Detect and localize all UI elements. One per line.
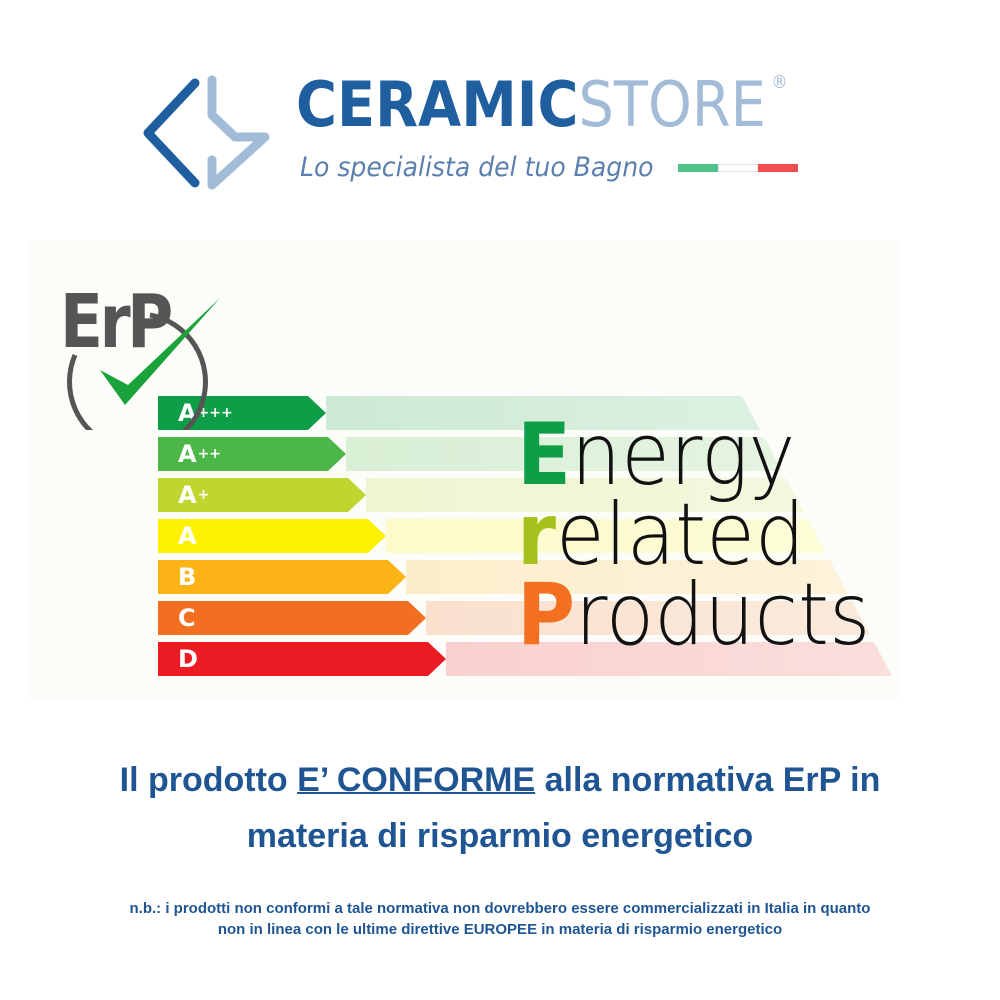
title-initial-r: r xyxy=(517,485,557,585)
energy-bar-fade xyxy=(426,601,870,635)
energy-bar-fade xyxy=(406,560,848,594)
headline-emphasis: E’ CONFORME xyxy=(297,761,536,799)
ceramicstore-logo-icon xyxy=(143,75,270,190)
flag-red xyxy=(758,164,798,172)
energy-class-label: A xyxy=(178,522,197,550)
headline-text: Il prodotto xyxy=(119,761,298,799)
flag-white xyxy=(718,164,758,172)
brand-name: CERAMICSTORE ® xyxy=(296,74,788,136)
energy-class-plus: + xyxy=(197,487,210,503)
title-related: related xyxy=(517,492,870,578)
energy-class-label: C xyxy=(178,604,196,632)
headline-text: alla normativa ErP in xyxy=(535,761,881,799)
energy-bar-fade xyxy=(326,396,760,430)
energy-class-label: B xyxy=(178,563,197,591)
energy-class-bar: A ++ xyxy=(158,437,346,471)
brand-ceramic: CERAMIC xyxy=(296,68,579,141)
energy-class-label: A xyxy=(178,481,197,509)
energy-bar-fade xyxy=(366,478,804,512)
energy-class-bar: D xyxy=(158,642,446,676)
brand-tagline: Lo specialista del tuo Bagno xyxy=(300,152,654,183)
energy-class-label: A xyxy=(178,440,197,468)
footnote-emphasis: EUROPEE xyxy=(463,921,538,938)
erp-logo-text: ErP xyxy=(60,279,173,365)
energy-class-bar: B xyxy=(158,560,406,594)
footnote-text: in materia di risparmio energetico xyxy=(537,921,783,938)
footnote-line1: n.b.: i prodotti non conformi a tale nor… xyxy=(129,900,871,917)
flag-green xyxy=(678,164,718,172)
energy-bar-fade xyxy=(346,437,782,471)
erp-title: Energy related Products xyxy=(517,412,901,658)
energy-class-plus: +++ xyxy=(197,405,233,421)
erp-check-icon xyxy=(66,298,220,430)
energy-class-label: D xyxy=(178,645,198,673)
title-initial-e: E xyxy=(517,405,572,505)
title-energy: Energy xyxy=(517,412,870,498)
energy-bar-fade xyxy=(386,519,826,553)
energy-class-plus: ++ xyxy=(197,446,222,462)
title-rest: roducts xyxy=(574,565,871,665)
footnote: n.b.: i prodotti non conformi a tale nor… xyxy=(0,898,1000,940)
footnote-text: non in linea con le ultime direttive xyxy=(217,921,464,938)
title-initial-p: P xyxy=(517,565,575,665)
conformity-headline: Il prodotto E’ CONFORME alla normativa E… xyxy=(0,752,1000,864)
title-rest: elated xyxy=(556,485,806,585)
brand-store: STORE xyxy=(578,68,766,141)
title-products: Products xyxy=(517,572,870,658)
energy-class-bar: C xyxy=(158,601,426,635)
energy-class-bar: A +++ xyxy=(158,396,326,430)
energy-class-bar: A + xyxy=(158,478,366,512)
energy-bar-fade xyxy=(446,642,892,676)
headline-line2: materia di risparmio energetico xyxy=(246,817,754,855)
registered-mark: ® xyxy=(771,72,788,93)
energy-class-bar: A xyxy=(158,519,386,553)
title-rest: nergy xyxy=(571,405,796,505)
